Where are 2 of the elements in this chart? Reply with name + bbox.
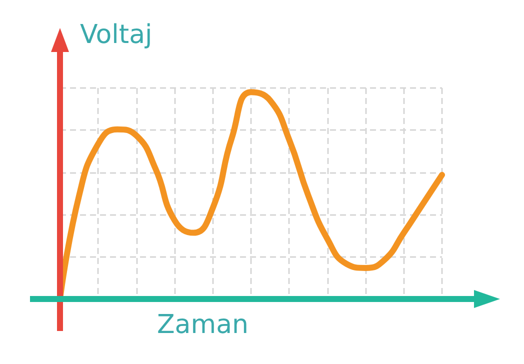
x-axis-title: Zaman	[157, 310, 248, 340]
y-axis-title: Voltaj	[80, 20, 152, 50]
